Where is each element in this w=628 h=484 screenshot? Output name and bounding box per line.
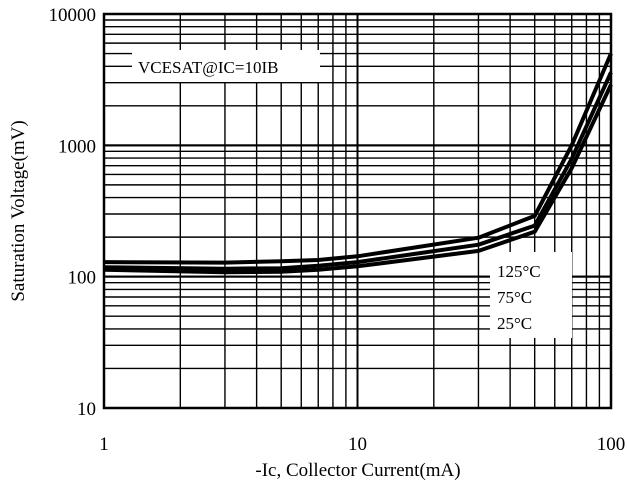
legend: 125°C 75°C 25°C <box>490 252 572 338</box>
x-tick-label: 100 <box>597 434 626 455</box>
y-tick-label: 1000 <box>58 136 96 157</box>
series-line-75c <box>103 71 613 271</box>
legend-label-75c: 75°C <box>497 288 532 307</box>
y-axis-label: Saturation Voltage(mV) <box>8 120 29 301</box>
y-tick-label: 100 <box>68 268 97 289</box>
series-layer <box>103 52 613 275</box>
series-line-125c <box>103 52 613 265</box>
series-line-25c <box>103 83 613 275</box>
legend-label-25c: 25°C <box>497 314 532 333</box>
plot-frame <box>102 12 613 410</box>
x-tick-label: 1 <box>99 434 109 455</box>
legend-background <box>490 252 572 338</box>
annotation-text: VCESAT@IC=10IB <box>138 58 278 77</box>
x-axis-label: -Ic, Collector Current(mA) <box>255 460 460 481</box>
x-tick-label: 10 <box>348 434 367 455</box>
annotation-background <box>132 50 320 82</box>
annotation-box: VCESAT@IC=10IB <box>132 50 320 82</box>
legend-label-125c: 125°C <box>497 262 541 281</box>
y-tick-label: 10 <box>77 399 96 420</box>
axes <box>102 12 613 410</box>
y-tick-label: 10000 <box>49 5 97 26</box>
